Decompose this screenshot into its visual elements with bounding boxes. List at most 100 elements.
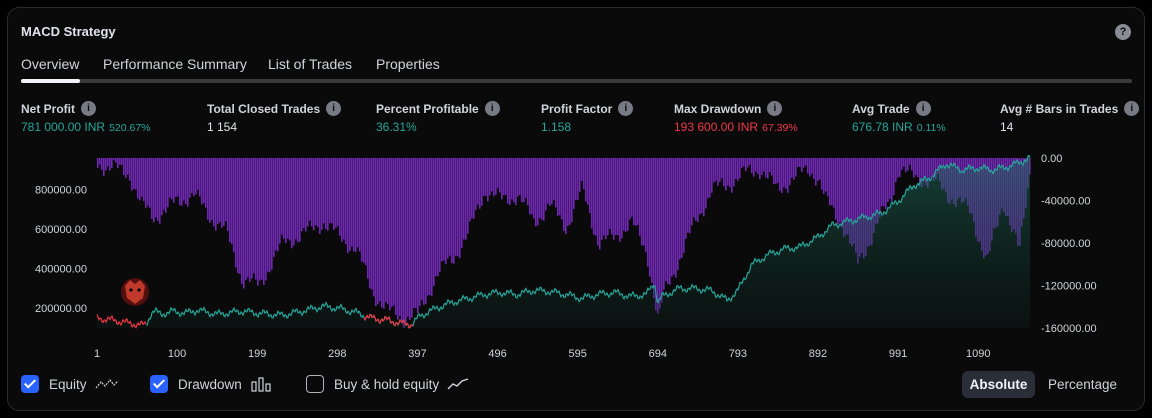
drawdown-bar (671, 158, 673, 277)
drawdown-bar (221, 158, 223, 228)
percentage-button[interactable]: Percentage (1048, 377, 1118, 392)
drawdown-bar (215, 158, 217, 231)
drawdown-bar (245, 158, 247, 281)
drawdown-bar (203, 158, 205, 204)
drawdown-bar (349, 158, 351, 251)
legend-drawdown[interactable]: Drawdown (150, 374, 272, 394)
info-icon[interactable]: i (1124, 101, 1140, 116)
drawdown-bar (689, 158, 691, 234)
tab-performance-summary[interactable]: Performance Summary (103, 56, 247, 72)
tab-track (21, 79, 1132, 83)
drawdown-bar (365, 158, 367, 266)
drawdown-bar (823, 158, 825, 194)
drawdown-bar (429, 158, 431, 295)
line-chart-icon (95, 379, 118, 389)
drawdown-bar (699, 158, 701, 215)
drawdown-bar (521, 158, 523, 203)
drawdown-bar (433, 158, 435, 287)
drawdown-bar (673, 158, 675, 275)
drawdown-bar (767, 158, 769, 179)
drawdown-bar (839, 158, 841, 222)
drawdown-bar (415, 158, 417, 309)
drawdown-bar (443, 158, 445, 261)
drawdown-bar (915, 158, 917, 176)
drawdown-bar (425, 158, 427, 305)
drawdown-bar (883, 158, 885, 207)
x-tick-label: 694 (649, 348, 667, 360)
x-tick-label: 892 (809, 348, 827, 360)
metric-label: Avg Trade (852, 101, 910, 116)
drawdown-bar (309, 158, 311, 221)
drawdown-bar (279, 158, 281, 244)
tab-overview[interactable]: Overview (21, 56, 80, 72)
drawdown-bar (337, 158, 339, 227)
legend-label: Drawdown (178, 376, 242, 392)
tab-properties[interactable]: Properties (376, 56, 440, 72)
legend-buy-hold[interactable]: Buy & hold equity (306, 374, 469, 394)
drawdown-bar (627, 158, 629, 231)
drawdown-bar (497, 158, 499, 189)
drawdown-bar (291, 158, 293, 249)
drawdown-bar (623, 158, 625, 231)
question-circle-icon[interactable]: ? (1115, 24, 1131, 40)
drawdown-bar (385, 158, 387, 302)
active-tab-indicator (21, 79, 80, 83)
drawdown-bar (465, 158, 467, 240)
metric-sub-value: 0.11% (916, 122, 946, 134)
drawdown-bar (275, 158, 277, 251)
drawdown-bar (909, 158, 911, 165)
drawdown-bar (861, 158, 863, 254)
legend-equity[interactable]: Equity (21, 374, 119, 394)
info-icon[interactable]: i (326, 101, 342, 116)
buy-hold-checkbox[interactable] (306, 375, 324, 393)
metric-label: Max Drawdown (674, 101, 762, 116)
drawdown-bar (693, 158, 695, 218)
drawdown-bar (515, 158, 517, 206)
drawdown-bar (187, 158, 189, 207)
trend-line-icon (447, 378, 469, 390)
drawdown-bar (241, 158, 243, 284)
drawdown-bar (129, 158, 131, 181)
drawdown-bar (97, 158, 99, 168)
drawdown-bar (529, 158, 531, 215)
x-tick-label: 100 (168, 348, 186, 360)
drawdown-bar (301, 158, 303, 232)
drawdown-bar (549, 158, 551, 206)
equity-drawdown-chart[interactable]: 1 100 199 298 397 496 595 694 793 892 991 1090 20000… (0, 0, 1152, 370)
equity-checkbox[interactable] (21, 375, 39, 393)
x-tick-label: 397 (408, 348, 426, 360)
drawdown-bar (363, 158, 365, 263)
drawdown-bar (163, 158, 165, 210)
drawdown-bar (881, 158, 883, 207)
drawdown-bar (557, 158, 559, 216)
drawdown-bar (531, 158, 533, 215)
drawdown-bar (871, 158, 873, 245)
strategy-title: MACD Strategy (21, 24, 116, 39)
info-icon[interactable]: i (618, 101, 634, 116)
metric-label: Profit Factor (541, 101, 613, 116)
drawdown-bar (897, 158, 899, 178)
drawdown-bar (763, 158, 765, 172)
drawdown-bar (695, 158, 697, 221)
info-icon[interactable]: i (484, 101, 500, 116)
drawdown-bar (595, 158, 597, 236)
drawdown-bar (435, 158, 437, 277)
drawdown-checkbox[interactable] (150, 375, 168, 393)
drawdown-bar (863, 158, 865, 259)
y-left-tick-label: 200000.00 (35, 303, 87, 315)
info-icon[interactable]: i (81, 101, 96, 116)
drawdown-bar (679, 158, 681, 260)
drawdown-bar (251, 158, 253, 279)
info-icon[interactable]: i (767, 101, 783, 116)
drawdown-bar (401, 158, 403, 321)
drawdown-bar (709, 158, 711, 198)
info-icon[interactable]: i (915, 101, 931, 116)
metric-label: Percent Profitable (376, 101, 479, 116)
drawdown-bar (453, 158, 455, 264)
tab-list-of-trades[interactable]: List of Trades (268, 56, 353, 72)
drawdown-bar (223, 158, 225, 226)
absolute-button[interactable]: Absolute (962, 371, 1035, 398)
drawdown-bar (543, 158, 545, 221)
drawdown-bar (605, 158, 607, 240)
drawdown-bar (491, 158, 493, 192)
